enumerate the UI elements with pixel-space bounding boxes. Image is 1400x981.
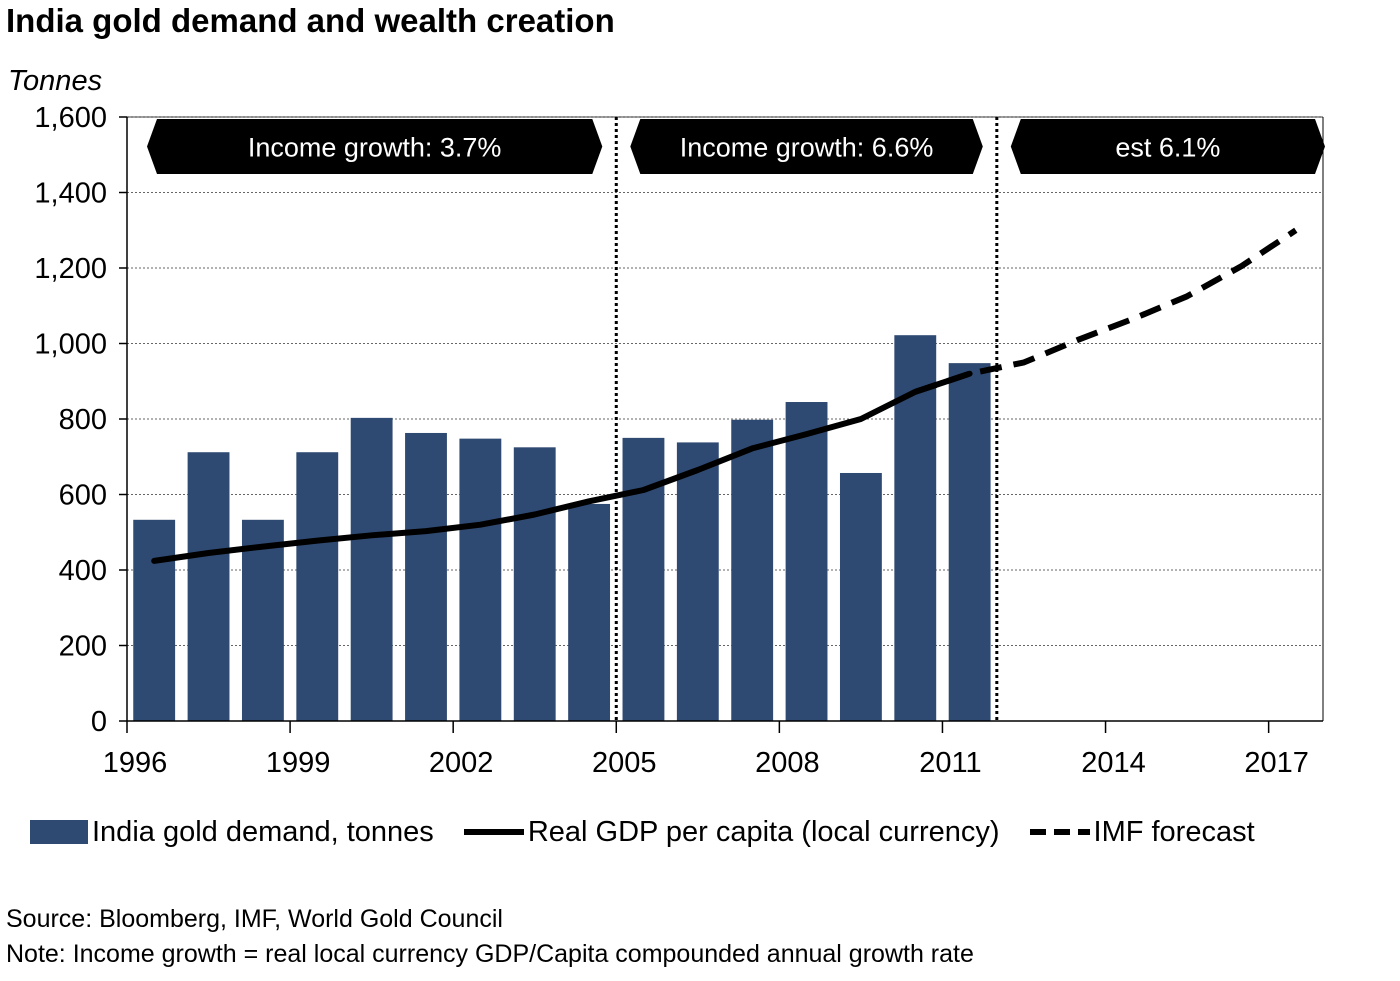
x-tick-label: 1996 (103, 747, 168, 779)
annotation-text: Income growth: 3.7% (248, 133, 502, 163)
legend-swatch-line (463, 829, 524, 835)
x-tick-label: 2008 (755, 747, 820, 779)
legend-label: Real GDP per capita (local currency) (527, 815, 1000, 848)
y-tick-label: 1,200 (34, 253, 107, 285)
bar (839, 472, 882, 721)
legend: India gold demand, tonnes Real GDP per c… (30, 812, 1255, 852)
bar (405, 432, 447, 721)
source-note: Source: Bloomberg, IMF, World Gold Counc… (6, 905, 503, 933)
bar (513, 447, 556, 721)
y-tick-label: 0 (91, 706, 107, 738)
forecast-line (914, 227, 1298, 395)
annotation-banner (147, 119, 603, 174)
annotations: Income growth: 3.7% Income growth: 6.6% es… (147, 119, 1325, 174)
bar (187, 452, 230, 721)
bar-series (133, 335, 991, 721)
x-tick-label: 2017 (1244, 747, 1309, 779)
bar (296, 452, 339, 721)
income-note: Note: Income growth = real local currenc… (6, 940, 974, 968)
legend-swatch-dashed (1029, 829, 1090, 835)
x-tick-label: 2005 (592, 747, 657, 779)
legend-item-imf-forecast: IMF forecast (1029, 815, 1255, 849)
x-tick-label: 2014 (1081, 747, 1146, 779)
y-tick-label: 1,400 (34, 178, 107, 210)
line-series (151, 227, 1298, 564)
y-tick-label: 200 (59, 631, 107, 663)
bar (676, 442, 719, 721)
bar (350, 417, 393, 721)
legend-swatch-bar (30, 820, 88, 844)
x-tick-label: 2011 (919, 747, 981, 779)
chart-title: India gold demand and wealth creation (6, 2, 615, 39)
legend-label: India gold demand, tonnes (92, 815, 434, 848)
bar (731, 419, 774, 721)
bar (622, 437, 665, 721)
annotation-banner (1010, 119, 1325, 174)
bar (241, 519, 284, 721)
bar (568, 503, 611, 721)
x-tick-label: 1999 (266, 747, 331, 779)
x-tick-label: 2002 (429, 747, 494, 779)
y-tick-label: 600 (59, 480, 107, 512)
legend-label: IMF forecast (1093, 815, 1255, 848)
legend-item-gold-demand: India gold demand, tonnes (30, 816, 434, 849)
period-dividers (614, 117, 999, 721)
bar (948, 363, 991, 721)
gridlines (127, 116, 1323, 646)
legend-item-gdp: Real GDP per capita (local currency) (463, 815, 1000, 849)
bar (133, 519, 176, 721)
y-tick-label: 1,600 (34, 102, 107, 134)
gdp-line (151, 370, 973, 564)
y-tick-label: 800 (59, 404, 107, 436)
axes: 0 200 400 600 800 1,000 1,200 1,400 1,600 1996 199… (34, 102, 1324, 779)
annotation-text: est 6.1% (1115, 133, 1220, 163)
y-tick-label: 1,000 (34, 329, 107, 361)
y-axis-label: Tonnes (8, 65, 102, 97)
annotation-banner (630, 119, 983, 174)
bar (785, 402, 828, 721)
annotation-text: Income growth: 6.6% (680, 133, 934, 163)
bar (459, 438, 502, 721)
y-tick-label: 400 (59, 555, 107, 587)
